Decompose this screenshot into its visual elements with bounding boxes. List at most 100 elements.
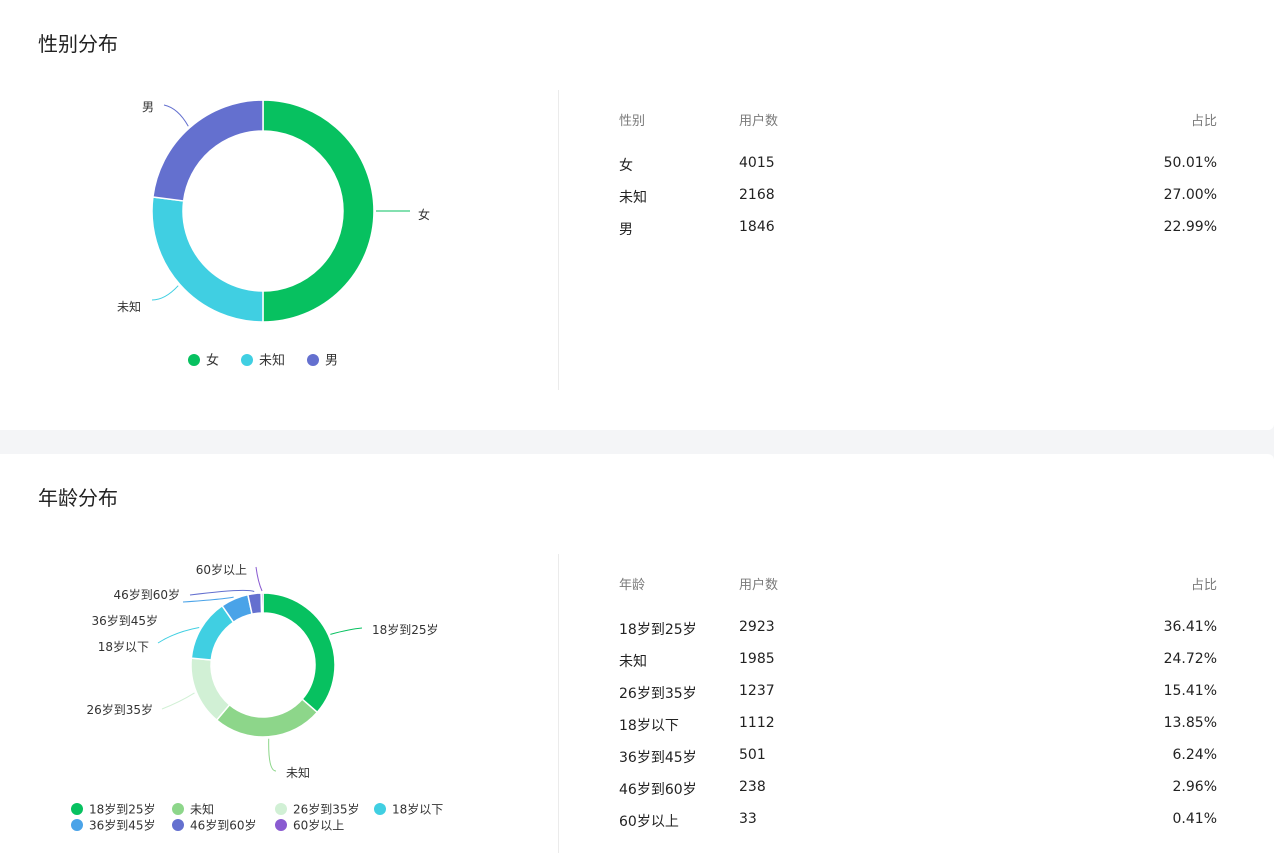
gender-slice-1[interactable] — [151, 196, 264, 323]
age-leader-line-5 — [189, 589, 255, 596]
gender-divider — [558, 90, 559, 390]
gender-legend-marker-1 — [241, 354, 253, 366]
gender-slice-label-1: 未知 — [117, 300, 141, 314]
row-label: 46岁到60岁 — [619, 782, 697, 798]
age-panel: 年龄分布 18岁到25岁 未知 26岁到35岁 18岁以下 36岁到45岁 46岁到60岁… — [0, 454, 1274, 853]
age-slice-label-0: 18岁到25岁 — [372, 622, 439, 637]
gender-header-pct: 占比 — [1190, 114, 1217, 129]
age-legend-marker-4 — [71, 819, 83, 831]
age-table: 年龄 用户数 占比 18岁到25岁 2923 36.41% 未知 1985 24… — [619, 568, 1217, 837]
row-label: 36岁到45岁 — [619, 750, 697, 766]
row-count: 33 — [739, 811, 757, 827]
age-legend-marker-0 — [71, 803, 83, 815]
age-table-header: 年龄 用户数 占比 — [619, 568, 1217, 613]
age-leader-line-4 — [182, 596, 234, 603]
age-leader-line-0 — [330, 627, 363, 635]
row-pct: 2.96% — [1172, 779, 1217, 795]
age-title: 年龄分布 — [38, 486, 118, 510]
gender-slice-label-2: 男 — [142, 100, 154, 114]
table-row: 46岁到60岁 238 2.96% — [619, 773, 1217, 805]
age-legend-marker-5 — [172, 819, 184, 831]
row-count: 4015 — [739, 155, 775, 171]
age-donut-chart: 18岁到25岁未知26岁到35岁18岁以下36岁到45岁46岁到60岁60岁以上… — [71, 562, 443, 833]
table-row: 18岁到25岁 2923 36.41% — [619, 613, 1217, 645]
row-pct: 13.85% — [1163, 715, 1217, 731]
row-label: 26岁到35岁 — [619, 686, 697, 702]
age-legend-label-2[interactable]: 26岁到35岁 — [293, 802, 360, 817]
gender-table-header: 性别 用户数 占比 — [619, 104, 1217, 149]
row-count: 1237 — [739, 683, 775, 699]
row-count: 1846 — [739, 219, 775, 235]
gender-table: 性别 用户数 占比 女 4015 50.01% 未知 2168 27.00% 男… — [619, 104, 1217, 245]
age-legend-label-5[interactable]: 46岁到60岁 — [190, 818, 257, 833]
age-slice-2[interactable] — [190, 657, 231, 722]
age-slice-6[interactable] — [260, 592, 264, 614]
row-label: 男 — [619, 222, 633, 238]
gender-header-label: 性别 — [619, 114, 646, 129]
age-header-label: 年龄 — [619, 578, 646, 593]
row-count: 2168 — [739, 187, 775, 203]
gender-header-count: 用户数 — [739, 114, 779, 129]
row-label: 未知 — [619, 654, 647, 670]
row-pct: 6.24% — [1172, 747, 1217, 763]
table-row: 36岁到45岁 501 6.24% — [619, 741, 1217, 773]
row-pct: 15.41% — [1163, 683, 1217, 699]
age-slice-label-5: 46岁到60岁 — [113, 587, 180, 602]
gender-legend-marker-0 — [188, 354, 200, 366]
age-slice-1[interactable] — [215, 698, 319, 738]
table-row: 女 4015 50.01% — [619, 149, 1217, 181]
age-leader-line-1 — [268, 738, 277, 772]
age-slice-label-4: 36岁到45岁 — [91, 613, 158, 628]
table-row: 60岁以上 33 0.41% — [619, 805, 1217, 837]
age-leader-line-3 — [157, 626, 200, 644]
row-count: 1112 — [739, 715, 775, 731]
gender-leader-line-1 — [151, 285, 179, 301]
gender-slice-0[interactable] — [262, 99, 375, 323]
age-leader-line-6 — [255, 566, 263, 592]
table-row: 未知 2168 27.00% — [619, 181, 1217, 213]
row-label: 女 — [619, 158, 633, 174]
table-row: 26岁到35岁 1237 15.41% — [619, 677, 1217, 709]
row-pct: 0.41% — [1172, 811, 1217, 827]
gender-donut-chart: 女未知男女 未知男 — [117, 99, 430, 369]
age-legend-label-3[interactable]: 18岁以下 — [392, 802, 443, 817]
gender-legend-label-1[interactable]: 未知 — [259, 353, 285, 369]
row-label: 未知 — [619, 190, 647, 206]
age-legend-label-6[interactable]: 60岁以上 — [293, 818, 344, 833]
gender-legend-label-2[interactable]: 男 — [325, 354, 338, 369]
row-pct: 50.01% — [1163, 155, 1217, 171]
age-slice-label-2: 26岁到35岁 — [86, 702, 153, 717]
row-count: 2923 — [739, 619, 775, 635]
gender-leader-line-2 — [163, 104, 189, 127]
row-count: 1985 — [739, 651, 775, 667]
age-slice-label-1: 未知 — [286, 766, 310, 780]
age-header-count: 用户数 — [739, 578, 779, 593]
row-count: 238 — [739, 779, 766, 795]
row-label: 18岁到25岁 — [619, 622, 697, 638]
age-legend-marker-3 — [374, 803, 386, 815]
age-slice-label-6: 60岁以上 — [196, 562, 247, 577]
age-legend-marker-2 — [275, 803, 287, 815]
gender-slice-label-0: 女 — [418, 207, 430, 222]
row-pct: 22.99% — [1163, 219, 1217, 235]
age-legend-label-4[interactable]: 36岁到45岁 — [89, 818, 156, 833]
table-row: 未知 1985 24.72% — [619, 645, 1217, 677]
table-row: 18岁以下 1112 13.85% — [619, 709, 1217, 741]
row-pct: 24.72% — [1163, 651, 1217, 667]
gender-panel: 性别分布 女未知男女未知男 性别 用户数 占比 女 4015 50.01% 未知… — [0, 0, 1274, 430]
row-pct: 36.41% — [1163, 619, 1217, 635]
row-label: 18岁以下 — [619, 718, 679, 734]
age-slice-label-3: 18岁以下 — [98, 639, 149, 654]
age-legend-label-1[interactable]: 未知 — [190, 803, 214, 817]
row-label: 60岁以上 — [619, 814, 679, 830]
gender-legend-marker-2 — [307, 354, 319, 366]
gender-slice-2[interactable] — [152, 99, 264, 202]
age-slice-0[interactable] — [262, 592, 336, 714]
table-row: 男 1846 22.99% — [619, 213, 1217, 245]
age-legend-label-0[interactable]: 18岁到25岁 — [89, 802, 156, 817]
gender-legend-label-0[interactable]: 女 — [206, 353, 219, 369]
age-legend-marker-1 — [172, 803, 184, 815]
age-legend-marker-6 — [275, 819, 287, 831]
age-divider — [558, 554, 559, 853]
gender-title: 性别分布 — [38, 32, 118, 56]
